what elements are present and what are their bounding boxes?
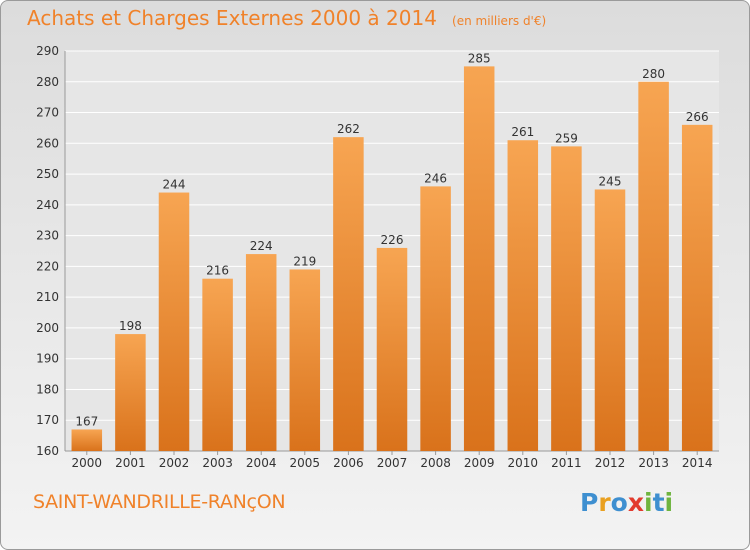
bar bbox=[333, 137, 364, 451]
y-tick-label: 280 bbox=[36, 75, 59, 89]
bar bbox=[463, 66, 495, 451]
bar-value-label: 245 bbox=[599, 174, 622, 188]
y-tick-label: 240 bbox=[36, 198, 59, 212]
y-tick-label: 160 bbox=[36, 444, 59, 458]
y-tick-label: 170 bbox=[36, 413, 59, 427]
bar bbox=[71, 429, 103, 451]
bar bbox=[638, 81, 669, 452]
y-tick-label: 220 bbox=[36, 259, 59, 273]
x-tick-label: 2013 bbox=[638, 456, 669, 470]
y-tick-label: 270 bbox=[36, 106, 59, 120]
y-tick-label: 200 bbox=[36, 321, 59, 335]
bar bbox=[245, 254, 277, 451]
bar-value-label: 226 bbox=[381, 233, 404, 247]
bar-value-label: 285 bbox=[468, 51, 491, 65]
logo-letter: o bbox=[610, 488, 628, 517]
x-tick-label: 2011 bbox=[551, 456, 582, 470]
bar bbox=[289, 269, 321, 451]
chart-unit-text: (en milliers d'€) bbox=[452, 14, 547, 28]
bar-value-label: 219 bbox=[293, 254, 316, 268]
commune-name: SAINT-WANDRILLE-RANçON bbox=[33, 491, 286, 513]
chart-title: Achats et Charges Externes 2000 à 2014 (… bbox=[27, 6, 546, 30]
y-tick-label: 290 bbox=[36, 44, 59, 58]
bar bbox=[420, 186, 451, 451]
y-tick-label: 250 bbox=[36, 167, 59, 181]
bar-value-label: 262 bbox=[337, 122, 360, 136]
x-tick-label: 2003 bbox=[202, 456, 233, 470]
bar-value-label: 224 bbox=[250, 239, 273, 253]
logo-letter: i bbox=[644, 488, 653, 517]
bar-value-label: 167 bbox=[75, 414, 98, 428]
y-tick-label: 230 bbox=[36, 229, 59, 243]
x-tick-label: 2006 bbox=[333, 456, 364, 470]
bar bbox=[158, 192, 190, 452]
x-tick-label: 2012 bbox=[595, 456, 626, 470]
bar bbox=[681, 124, 713, 451]
bar-value-label: 259 bbox=[555, 131, 578, 145]
x-tick-label: 2004 bbox=[246, 456, 277, 470]
bar-value-label: 280 bbox=[642, 67, 665, 81]
x-tick-label: 2009 bbox=[464, 456, 495, 470]
y-tick-label: 260 bbox=[36, 136, 59, 150]
logo-letter: P bbox=[580, 488, 599, 517]
bar-value-label: 244 bbox=[163, 178, 186, 192]
bar bbox=[594, 189, 626, 451]
logo-letter: x bbox=[627, 488, 644, 517]
bar-value-label: 216 bbox=[206, 264, 229, 278]
x-tick-label: 2000 bbox=[72, 456, 103, 470]
y-tick-label: 190 bbox=[36, 352, 59, 366]
logo-letter: t bbox=[652, 488, 665, 517]
bar bbox=[202, 278, 233, 451]
x-tick-label: 2010 bbox=[508, 456, 539, 470]
chart-title-text: Achats et Charges Externes 2000 à 2014 bbox=[27, 6, 437, 30]
x-tick-label: 2002 bbox=[159, 456, 190, 470]
proxiti-logo: Proxiti bbox=[580, 488, 673, 517]
bar-value-label: 266 bbox=[686, 110, 709, 124]
bar bbox=[507, 140, 539, 451]
logo-letter: i bbox=[664, 488, 674, 517]
bar bbox=[376, 247, 408, 451]
bar-value-label: 261 bbox=[511, 125, 534, 139]
x-tick-label: 2001 bbox=[115, 456, 146, 470]
bar bbox=[551, 146, 582, 451]
x-tick-label: 2005 bbox=[290, 456, 321, 470]
bar-value-label: 198 bbox=[119, 319, 142, 333]
x-tick-label: 2014 bbox=[682, 456, 713, 470]
x-tick-label: 2007 bbox=[377, 456, 408, 470]
x-tick-label: 2008 bbox=[420, 456, 451, 470]
y-tick-label: 210 bbox=[36, 290, 59, 304]
logo-letter: r bbox=[598, 488, 611, 517]
y-tick-label: 180 bbox=[36, 382, 59, 396]
bar-value-label: 246 bbox=[424, 171, 447, 185]
bar bbox=[115, 334, 146, 451]
